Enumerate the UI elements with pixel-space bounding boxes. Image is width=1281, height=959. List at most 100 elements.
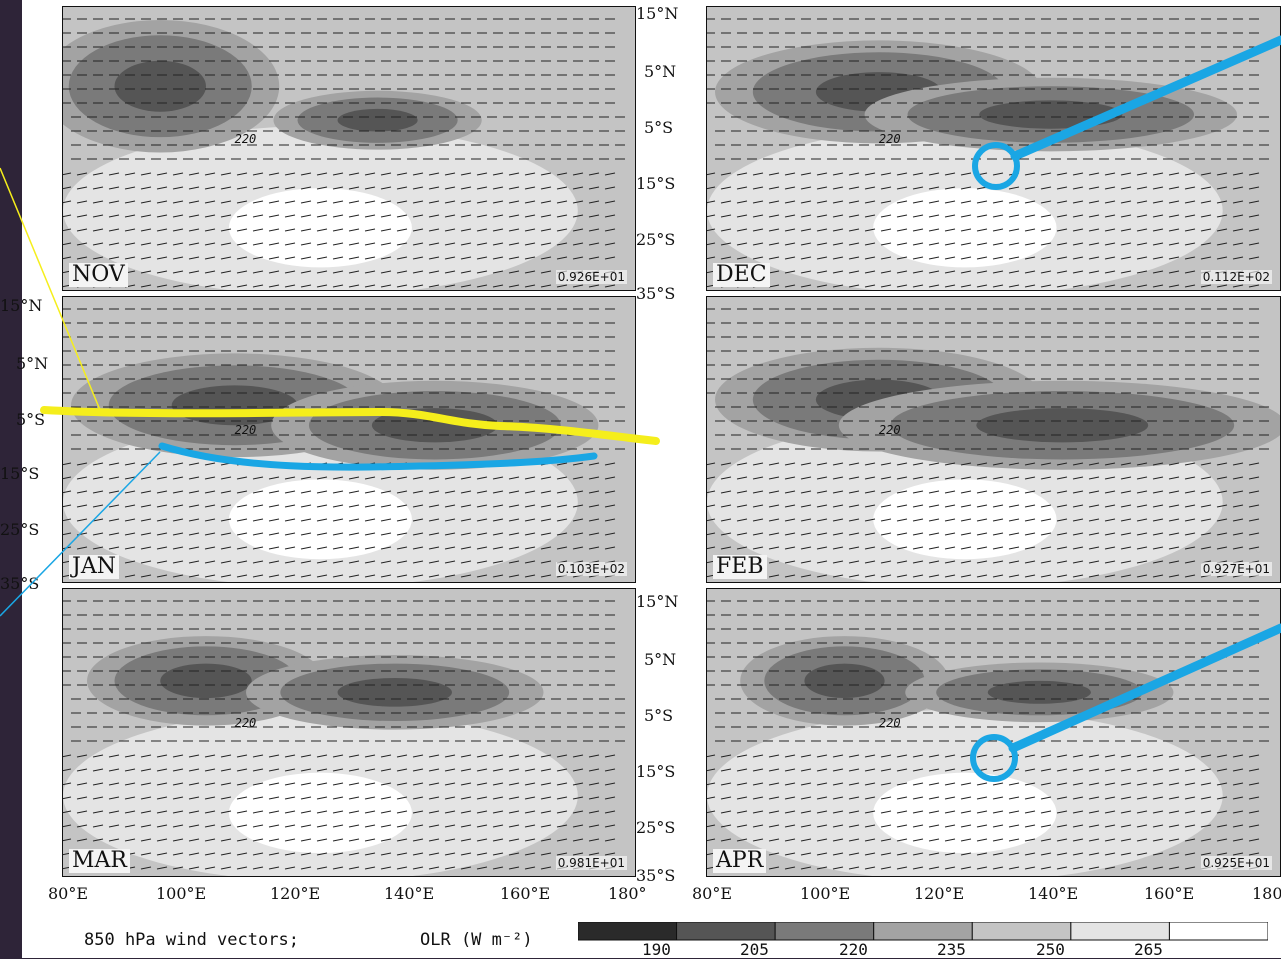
- wind-arrow: [124, 214, 136, 218]
- wind-arrow: [1072, 838, 1084, 842]
- wind-arrow: [220, 782, 232, 786]
- wind-arrow: [707, 824, 716, 828]
- wind-arrow: [140, 866, 152, 870]
- wind-arrow: [172, 242, 184, 246]
- wind-arrow: [896, 462, 908, 466]
- wind-arrow: [220, 490, 232, 494]
- wind-arrow: [316, 284, 328, 288]
- wind-arrow: [364, 172, 376, 176]
- wind-arrow: [332, 256, 344, 260]
- wind-arrow: [1056, 824, 1068, 828]
- wind-arrow: [992, 574, 1004, 578]
- wind-arrow: [1248, 852, 1260, 856]
- wind-arrow: [156, 838, 168, 842]
- wind-arrow: [316, 228, 328, 232]
- wind-arrow: [412, 532, 424, 536]
- wind-arrow: [848, 824, 860, 828]
- wind-arrow: [720, 796, 732, 800]
- wind-arrow: [1136, 172, 1148, 176]
- wind-arrow: [736, 462, 748, 466]
- wind-arrow: [896, 546, 908, 550]
- wind-arrow: [460, 838, 472, 842]
- wind-arrow: [1104, 256, 1116, 260]
- wind-arrow: [1120, 284, 1132, 288]
- wind-arrow: [588, 782, 600, 786]
- wind-arrow: [63, 768, 72, 772]
- wind-arrow: [556, 242, 568, 246]
- wind-arrow: [316, 838, 328, 842]
- wind-arrow: [1200, 172, 1212, 176]
- wind-arrow: [960, 796, 972, 800]
- wind-arrow: [1136, 490, 1148, 494]
- wind-arrow: [572, 476, 584, 480]
- wind-arrow: [832, 546, 844, 550]
- wind-arrow: [508, 270, 520, 274]
- wind-arrow: [188, 824, 200, 828]
- month-label: MAR: [69, 849, 130, 873]
- wind-arrow: [556, 256, 568, 260]
- wind-arrow: [848, 532, 860, 536]
- wind-arrow: [1152, 200, 1164, 204]
- wind-arrow: [1152, 782, 1164, 786]
- wind-arrow: [444, 504, 456, 508]
- wind-arrow: [1168, 242, 1180, 246]
- wind-arrow: [707, 532, 716, 536]
- wind-arrow: [252, 200, 264, 204]
- wind-arrow: [268, 824, 280, 828]
- wind-arrow: [156, 866, 168, 870]
- wind-arrow: [864, 546, 876, 550]
- wind-arrow: [1120, 242, 1132, 246]
- wind-arrow: [1152, 574, 1164, 578]
- wind-arrow: [800, 852, 812, 856]
- wind-arrow: [800, 504, 812, 508]
- wind-arrow: [864, 172, 876, 176]
- wind-arrow: [156, 796, 168, 800]
- wind-arrow: [204, 782, 216, 786]
- wind-arrow: [768, 186, 780, 190]
- wind-arrow: [348, 546, 360, 550]
- wind-arrow: [707, 200, 716, 204]
- panel-feb: 220 FEB 0.927E+01: [706, 296, 1281, 583]
- wind-arrow: [880, 518, 892, 522]
- wind-arrow: [428, 574, 440, 578]
- wind-arrow: [268, 838, 280, 842]
- wind-arrow: [252, 768, 264, 772]
- olr-colorbar: [578, 922, 1268, 941]
- wind-arrow: [396, 518, 408, 522]
- wind-arrow: [476, 256, 488, 260]
- wind-arrow: [832, 852, 844, 856]
- wind-arrow: [252, 186, 264, 190]
- olr-contour-190: [987, 680, 1091, 704]
- wind-arrow: [912, 186, 924, 190]
- wind-arrow: [252, 228, 264, 232]
- wind-arrow: [332, 214, 344, 218]
- wind-arrow: [300, 838, 312, 842]
- wind-arrow: [1104, 476, 1116, 480]
- wind-arrow: [1232, 462, 1244, 466]
- wind-arrow: [572, 838, 584, 842]
- wind-arrow: [556, 490, 568, 494]
- wind-arrow: [1120, 866, 1132, 870]
- wind-arrow: [1088, 242, 1100, 246]
- wind-arrow: [880, 768, 892, 772]
- wind-arrow: [848, 560, 860, 564]
- wind-arrow: [1248, 462, 1260, 466]
- wind-arrow: [444, 242, 456, 246]
- wind-arrow: [332, 574, 344, 578]
- wind-arrow: [816, 754, 828, 758]
- lon-label-80e: 80°E: [48, 884, 89, 903]
- wind-arrow: [1024, 838, 1036, 842]
- wind-arrow: [1040, 532, 1052, 536]
- wind-arrow: [236, 214, 248, 218]
- wind-arrow: [1200, 824, 1212, 828]
- wind-arrow: [816, 574, 828, 578]
- lat-label-15s: 15°S: [0, 464, 40, 483]
- wind-arrow: [396, 284, 408, 288]
- olr-map-jan: 220: [63, 297, 635, 582]
- wind-arrow: [460, 228, 472, 232]
- wind-arrow: [63, 810, 72, 814]
- wind-arrow: [992, 490, 1004, 494]
- wind-arrow: [524, 476, 536, 480]
- wind-arrow: [252, 214, 264, 218]
- wind-arrow: [1152, 768, 1164, 772]
